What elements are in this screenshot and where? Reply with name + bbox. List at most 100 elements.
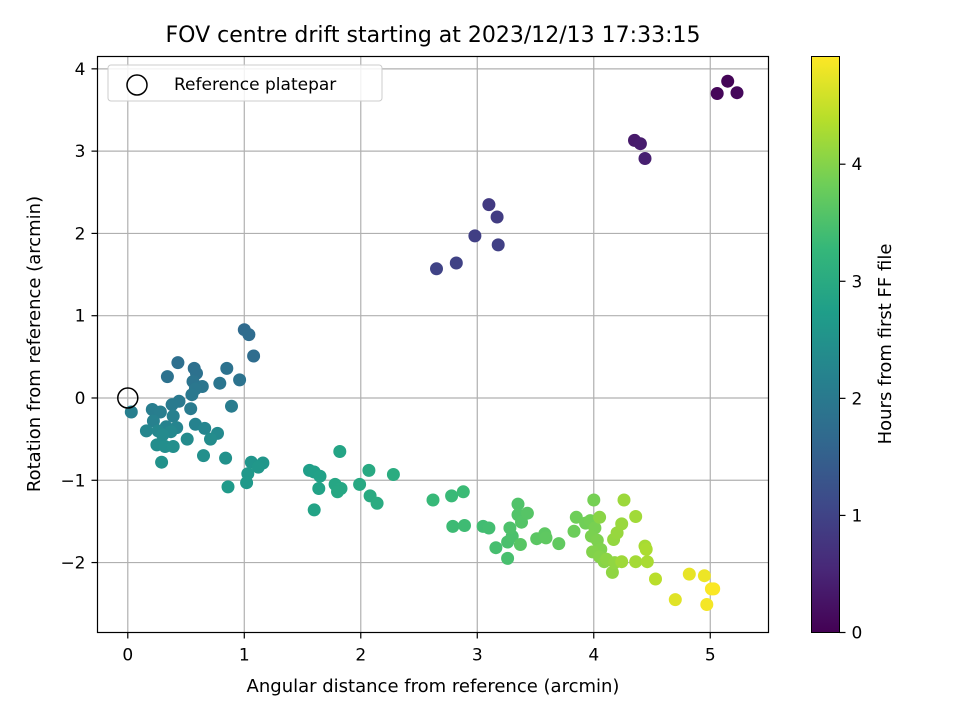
data-point [520, 506, 534, 520]
data-point [430, 262, 443, 276]
data-point [491, 238, 505, 252]
data-point [197, 449, 210, 463]
y-tick-label: 2 [75, 224, 86, 244]
y-axis-label: Rotation from reference (arcmin) [24, 196, 45, 492]
data-point [221, 480, 235, 494]
data-point [707, 582, 721, 596]
data-point [638, 152, 652, 165]
plot-frame [96, 55, 770, 634]
data-point [629, 555, 643, 569]
data-point [482, 521, 496, 535]
reference-marker-group [117, 387, 139, 409]
data-point [700, 598, 714, 611]
legend: Reference platepar [107, 64, 383, 102]
data-point [156, 428, 170, 442]
data-point [251, 460, 265, 474]
y-tick-label: −2 [60, 554, 85, 574]
data-point [617, 493, 631, 507]
data-point [458, 519, 471, 532]
legend-box [107, 64, 383, 102]
data-point [511, 497, 525, 511]
data-point [649, 572, 662, 586]
data-point [213, 376, 227, 390]
data-point [220, 361, 234, 375]
chart-title: FOV centre drift starting at 2023/12/13 … [166, 23, 701, 48]
data-point [155, 455, 169, 469]
data-point [615, 555, 629, 569]
y-tick-label: 3 [75, 142, 86, 162]
data-point [171, 356, 185, 370]
legend-reference-marker [126, 74, 148, 96]
data-point [697, 569, 711, 583]
legend-label: Reference platepar [174, 75, 336, 95]
data-point [503, 521, 517, 535]
data-point [165, 398, 179, 412]
y-tick-label: −1 [60, 471, 85, 491]
data-point [468, 229, 482, 243]
colorbar-tick-label: 2 [852, 389, 863, 409]
y-axis-ticks: −2 −1 0 1 2 3 4 [60, 60, 98, 574]
data-point [633, 137, 647, 151]
data-point [386, 468, 400, 481]
data-point [587, 493, 601, 507]
y-tick-label: 1 [75, 307, 86, 327]
data-point [489, 541, 503, 555]
data-point [721, 74, 735, 88]
y-tick-label: 4 [75, 60, 86, 80]
data-point [166, 440, 180, 453]
data-point [539, 531, 553, 545]
data-point [184, 402, 198, 416]
data-point [426, 493, 440, 507]
data-point [640, 555, 654, 569]
data-point [446, 519, 460, 533]
data-point [247, 349, 261, 363]
data-point [180, 432, 194, 446]
data-point [219, 451, 233, 465]
x-tick-label: 2 [355, 646, 366, 666]
colorbar-tick-label: 3 [852, 272, 863, 292]
data-point [710, 87, 724, 100]
data-point [639, 542, 653, 556]
colorbar-ticks: 0 1 2 3 4 [839, 155, 863, 644]
data-point [552, 537, 566, 551]
data-point [153, 405, 167, 419]
y-tick-label: 0 [75, 389, 86, 409]
data-points [124, 74, 744, 611]
data-point [313, 469, 327, 483]
reference-platepar-marker [117, 387, 139, 409]
data-point [730, 86, 744, 100]
x-tick-label: 5 [705, 646, 716, 666]
data-point [370, 496, 384, 510]
data-point [225, 399, 238, 413]
data-point [204, 432, 217, 446]
data-point [567, 524, 581, 538]
data-point [605, 565, 619, 579]
data-point [490, 210, 504, 224]
colorbar-tick-label: 1 [852, 506, 863, 526]
data-point [353, 477, 367, 491]
data-point [456, 485, 470, 499]
data-point [615, 517, 629, 531]
colorbar [811, 56, 840, 633]
data-point [240, 476, 254, 490]
data-point [593, 510, 607, 524]
data-point [233, 373, 247, 387]
data-point [312, 482, 326, 495]
data-point [307, 503, 321, 517]
data-point [166, 409, 180, 423]
data-point [124, 405, 138, 419]
data-point [242, 328, 256, 342]
colorbar-tick-label: 4 [852, 155, 863, 175]
data-point [629, 510, 643, 523]
x-tick-label: 3 [472, 646, 483, 666]
data-point [449, 256, 463, 270]
data-point [331, 485, 344, 499]
data-point [682, 567, 696, 581]
x-tick-label: 4 [588, 646, 599, 666]
data-point [146, 414, 160, 428]
grid-lines [97, 56, 769, 633]
data-point [362, 463, 376, 477]
x-axis-label: Angular distance from reference (arcmin) [247, 676, 620, 697]
data-point [569, 510, 583, 524]
